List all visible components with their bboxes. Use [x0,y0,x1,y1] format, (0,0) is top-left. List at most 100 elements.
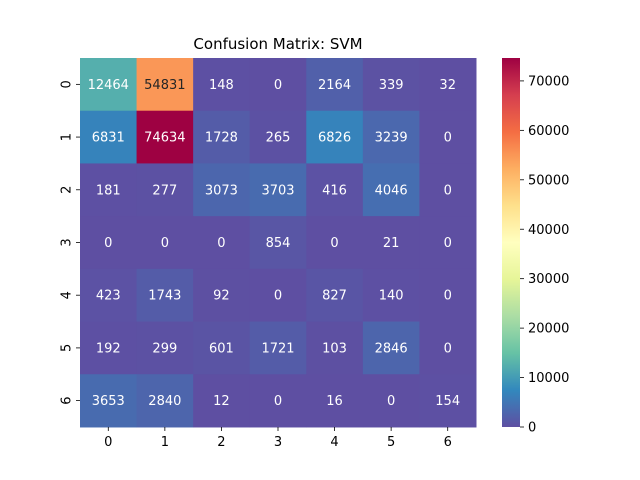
heatmap-cell [419,374,477,428]
heatmap-cell-label: 16 [326,394,343,409]
x-tick-label: 3 [274,435,282,450]
heatmap-cell-label: 12 [213,394,230,409]
y-tick-label: 0 [60,80,75,88]
y-axis: 0 1 2 3 4 5 6 [60,80,80,405]
heatmap-cell [249,58,307,112]
heatmap-cell-label: 3073 [205,183,238,198]
heatmap-cell-label: 1728 [205,131,238,146]
heatmap-cell [193,110,251,164]
heatmap-cell [362,216,420,270]
colorbar-tick-label: 30000 [528,272,569,287]
heatmap-cell-label: 0 [387,394,395,409]
heatmap-cell-label: 154 [435,394,460,409]
heatmap-cell-label: 192 [96,341,121,356]
heatmap-cell [362,58,420,112]
x-tick-label: 6 [444,435,452,450]
heatmap-cell [362,374,420,428]
heatmap-cell-label: 423 [96,289,121,304]
heatmap-cell-label: 6831 [92,131,125,146]
heatmap-cell-label: 3703 [261,183,294,198]
heatmap-cell [193,163,251,217]
heatmap-cell [249,321,307,375]
heatmap-cell [306,58,364,112]
colorbar-tick-label: 10000 [528,371,569,386]
x-tick-label: 0 [104,435,112,450]
heatmap-cell [136,58,194,112]
heatmap-cell [362,321,420,375]
heatmap-cell [80,321,138,375]
heatmap-cell [193,58,251,112]
heatmap-cell [136,110,194,164]
heatmap-cell [306,268,364,323]
y-tick-label: 5 [60,344,75,352]
heatmap-cell-label: 0 [274,78,282,93]
heatmap-cell-label: 854 [266,236,291,251]
y-tick-label: 4 [60,291,75,299]
heatmap-cell-label: 0 [104,236,112,251]
heatmap-cell [306,163,364,217]
heatmap-cell [419,321,477,375]
heatmap-cell [249,216,307,270]
colorbar-tick-label: 50000 [528,173,569,188]
heatmap-cell-label: 32 [439,78,456,93]
heatmap-cell-label: 12464 [88,78,129,93]
heatmap-cell [306,216,364,270]
heatmap-cell [362,268,420,323]
heatmap-cell-label: 1743 [148,289,181,304]
heatmap-cell [249,110,307,164]
heatmap-cell [419,268,477,323]
heatmap-cell-label: 0 [444,131,452,146]
x-tick-label: 2 [217,435,225,450]
heatmap-cell [136,163,194,217]
heatmap-cell-label: 1721 [261,341,294,356]
y-tick-label: 1 [60,133,75,141]
heatmap-cell-label: 416 [322,183,347,198]
heatmap-cell [419,216,477,270]
heatmap-cell [80,374,138,428]
heatmap-cell-label: 4046 [375,183,408,198]
heatmap-cell-label: 148 [209,78,234,93]
colorbar-tick-label: 70000 [528,74,569,89]
heatmap-cell-label: 0 [444,341,452,356]
colorbar-axis: 0 10000 20000 30000 40000 50000 60000 70000 [520,74,569,436]
heatmap-cell [362,163,420,217]
chart-title: Confusion Matrix: SVM [193,35,362,53]
heatmap-cell-label: 2164 [318,78,351,93]
heatmap-cell [193,374,251,428]
heatmap-cell [136,321,194,375]
heatmap-cell-label: 827 [322,289,347,304]
heatmap-cell-labels: 12464 54831 148 0 2164 339 32 6831 74634 1728 265 6… [88,78,461,409]
x-tick-label: 5 [387,435,395,450]
heatmap-cell-label: 3653 [92,394,125,409]
heatmap-cell [136,374,194,428]
x-tick-label: 4 [330,435,338,450]
heatmap-cells [80,58,477,428]
heatmap-cell [306,110,364,164]
heatmap-cell [193,216,251,270]
heatmap-cell-label: 0 [330,236,338,251]
heatmap-cell [306,374,364,428]
x-axis: 0 1 2 3 4 5 6 [104,426,452,450]
heatmap-cell-label: 0 [274,289,282,304]
heatmap-cell-label: 2840 [148,394,181,409]
heatmap-cell [80,216,138,270]
heatmap-cell-label: 92 [213,289,230,304]
heatmap-cell-label: 265 [266,131,291,146]
heatmap-cell [136,268,194,323]
heatmap-cell-label: 3239 [375,131,408,146]
heatmap-cell [362,110,420,164]
heatmap-cell-label: 339 [379,78,404,93]
heatmap-cell-label: 21 [383,236,400,251]
heatmap-cell [80,58,138,112]
heatmap-cell-label: 181 [96,183,121,198]
heatmap-cell-label: 0 [444,289,452,304]
heatmap-cell [249,163,307,217]
heatmap-cell [80,163,138,217]
heatmap-cell [193,268,251,323]
colorbar [502,58,520,427]
heatmap-cell [306,321,364,375]
heatmap-cell [419,58,477,112]
colorbar-tick-label: 20000 [528,322,569,337]
heatmap-cell-label: 54831 [144,78,185,93]
heatmap-cell [249,268,307,323]
